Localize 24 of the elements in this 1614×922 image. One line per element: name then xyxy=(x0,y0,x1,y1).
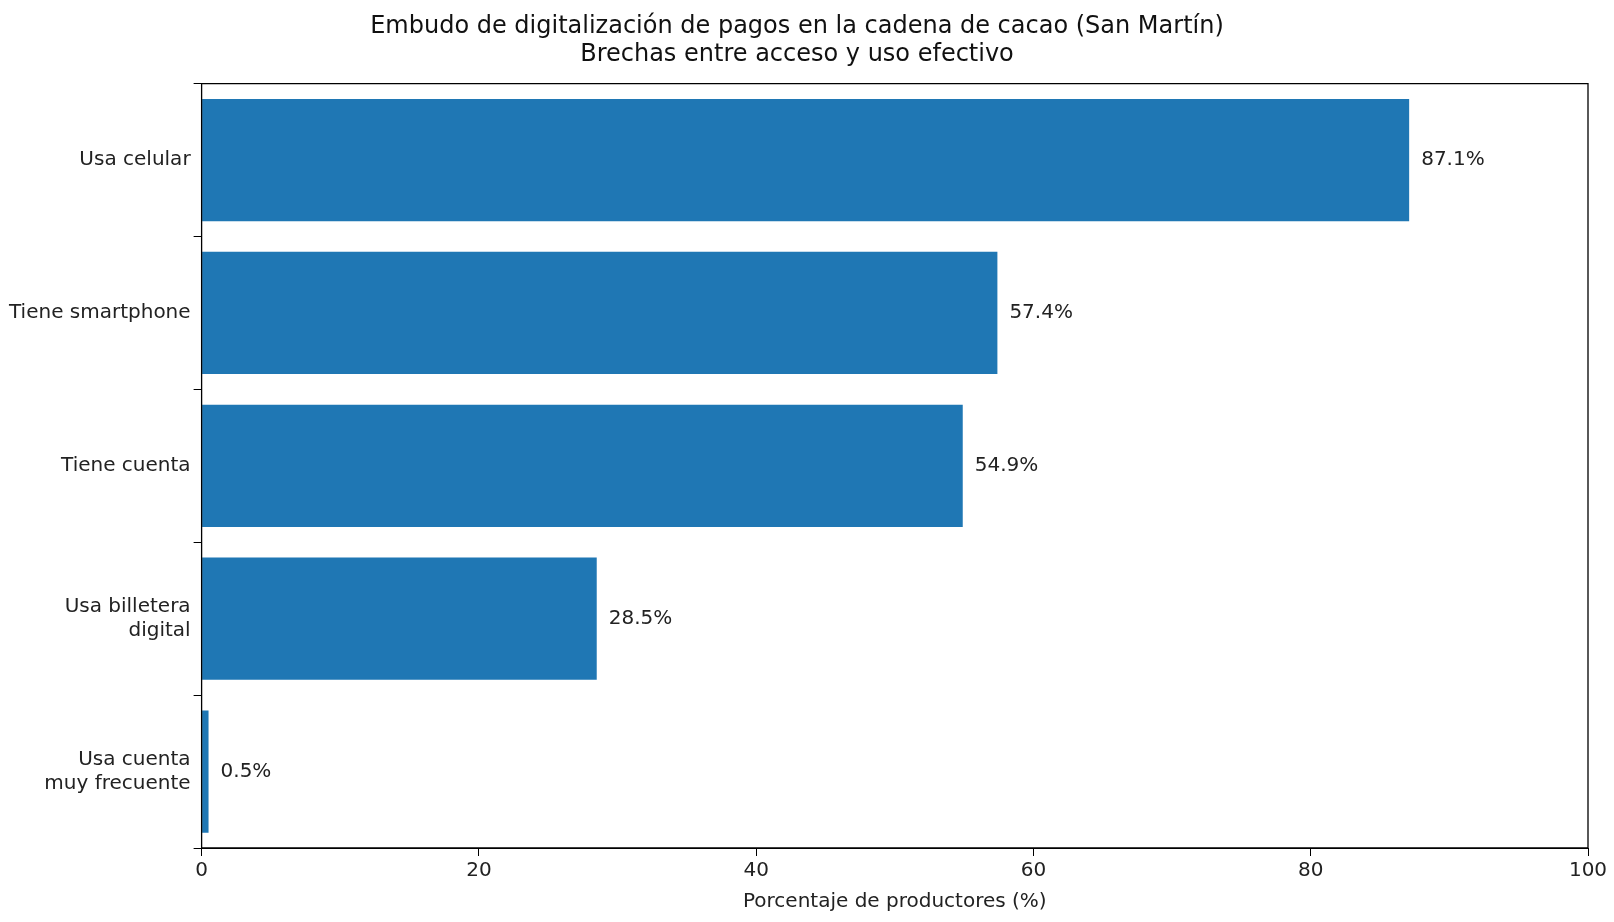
bar xyxy=(202,404,963,527)
y-tick-label: Usa billetera digital xyxy=(64,592,191,641)
data-label: 28.5% xyxy=(608,604,673,629)
y-tick-label: Tiene smartphone xyxy=(7,299,191,324)
chart-title: Embudo de digitalización de pagos en la cadena de cacao (San Martín) xyxy=(370,10,1224,39)
bar xyxy=(202,251,998,375)
bar xyxy=(202,98,1410,222)
chart-subtitle: Brechas entre acceso y uso efectivo xyxy=(580,39,1014,68)
data-label: 54.9% xyxy=(974,452,1039,476)
data-label: 57.4% xyxy=(1009,299,1073,324)
x-tick-label: 100 xyxy=(1568,857,1608,882)
bar xyxy=(202,557,597,680)
x-tick-label: 60 xyxy=(1020,857,1047,882)
y-tick-label: Tiene cuenta xyxy=(60,452,191,476)
x-tick-label: 80 xyxy=(1298,857,1324,882)
x-tick-label: 0 xyxy=(195,857,208,882)
y-tick-label: Usa celular xyxy=(79,146,192,171)
data-label: 0.5% xyxy=(220,757,272,782)
y-tick-label: Usa cuenta muy frecuente xyxy=(44,745,191,794)
data-label: 87.1% xyxy=(1421,146,1485,171)
x-tick-label: 20 xyxy=(466,857,492,882)
bar xyxy=(202,710,209,833)
x-axis-title: Porcentaje de productores (%) xyxy=(742,888,1047,913)
x-tick-label: 40 xyxy=(743,857,769,882)
